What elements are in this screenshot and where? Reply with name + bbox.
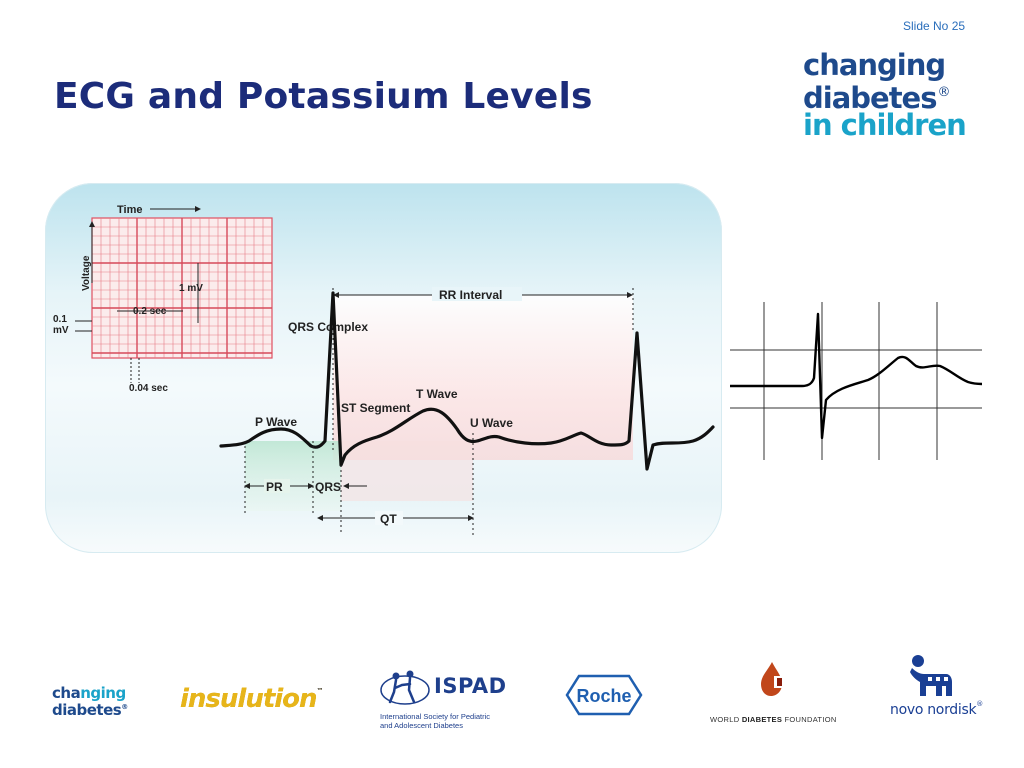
changing-diabetes-in-children-logo: changing diabetes® in children — [803, 48, 967, 142]
ispad-logo: ISPAD International Society for Pediatri… — [380, 666, 510, 738]
rr-interval-label: RR Interval — [439, 288, 502, 302]
ecg-diagram-svg: Time Voltage 1 mV 0.2 sec 0.1 mV 0.04 se… — [53, 204, 715, 535]
t-wave-label: T Wave — [416, 387, 458, 401]
wdf-prefix: WORLD — [710, 715, 742, 724]
novo-registered-mark: ® — [976, 700, 983, 708]
point-zero-four-sec-label: 0.04 sec — [129, 383, 168, 394]
ecg-trace — [219, 291, 715, 471]
footer-logos: changing diabetes® insulution™ ISPAD Int… — [0, 650, 1024, 740]
qt-interval-shade — [341, 441, 473, 501]
logo-line-diabetes: diabetes® — [803, 79, 966, 115]
ispad-name: ISPAD — [434, 674, 507, 698]
trademark-mark: ™ — [316, 687, 324, 695]
pr-label: PR — [266, 480, 283, 494]
ispad-figures-icon — [380, 670, 430, 705]
ecg-diagram: Time Voltage 1 mV 0.2 sec 0.1 mV 0.04 se… — [45, 183, 722, 553]
logo-line-changing: changing — [803, 48, 946, 82]
ispad-subtitle-line-2: and Adolescent Diabetes — [380, 721, 463, 730]
ecg-grid-paper — [91, 217, 273, 359]
novo-nordisk-bull-icon — [910, 655, 952, 696]
novo-nordisk-logo: novo nordisk® — [888, 652, 988, 732]
qrs-complex-label: QRS Complex — [288, 320, 368, 334]
ecg-sample-svg — [729, 302, 983, 460]
sample-waveform — [729, 312, 983, 440]
cd-registered-mark: ® — [121, 703, 128, 711]
novo-nordisk-name: novo nordisk — [890, 702, 977, 718]
world-diabetes-foundation-logo: WORLD DIABETES FOUNDATION — [710, 660, 837, 730]
roche-logo: Roche — [565, 674, 643, 721]
u-wave-label: U Wave — [470, 416, 513, 430]
small-mv-unit: mV — [53, 325, 69, 336]
cd-cha: cha — [52, 684, 81, 702]
wdf-bold: DIABETES — [741, 715, 783, 724]
logo-line-in-children: in children — [803, 108, 967, 142]
wdf-text: WORLD DIABETES FOUNDATION — [710, 715, 837, 724]
roche-text: Roche — [576, 686, 631, 706]
point-two-sec-label: 0.2 sec — [133, 306, 167, 317]
wdf-drop-icon — [761, 662, 784, 696]
slide-title: ECG and Potassium Levels — [54, 76, 593, 117]
cd-diabetes: diabetes — [52, 701, 122, 719]
logo-diabetes-text: diabetes — [803, 81, 937, 115]
novo-nordisk-text: novo nordisk® — [890, 700, 983, 718]
one-mv-label: 1 mV — [179, 283, 203, 294]
voltage-label: Voltage — [81, 255, 92, 291]
cd-nging: nging — [80, 684, 126, 702]
slide-number: Slide No 25 — [903, 19, 966, 33]
cd-line-2: diabetes® — [52, 700, 128, 719]
sample-grid — [730, 302, 982, 460]
roche-hexagon-icon: Roche — [565, 674, 643, 716]
st-segment-label: ST Segment — [341, 401, 410, 415]
wdf-suffix: FOUNDATION — [782, 715, 837, 724]
p-wave-label: P Wave — [255, 415, 297, 429]
pr-interval-shade — [245, 441, 341, 511]
ispad-subtitle-line-1: International Society for Pediatric — [380, 712, 491, 721]
insulution-text: insulution — [180, 684, 318, 714]
changing-diabetes-logo: changing diabetes® — [52, 684, 128, 719]
qrs-label: QRS — [315, 480, 341, 494]
ecg-sample-trace — [728, 300, 984, 462]
cd-line-1: changing — [52, 684, 128, 702]
time-label: Time — [117, 204, 142, 216]
ispad-subtitle: International Society for Pediatric and … — [380, 712, 490, 730]
qt-label: QT — [380, 512, 397, 526]
registered-mark: ® — [937, 85, 951, 100]
small-mv-value: 0.1 — [53, 314, 67, 325]
insulution-logo: insulution™ — [180, 684, 324, 714]
